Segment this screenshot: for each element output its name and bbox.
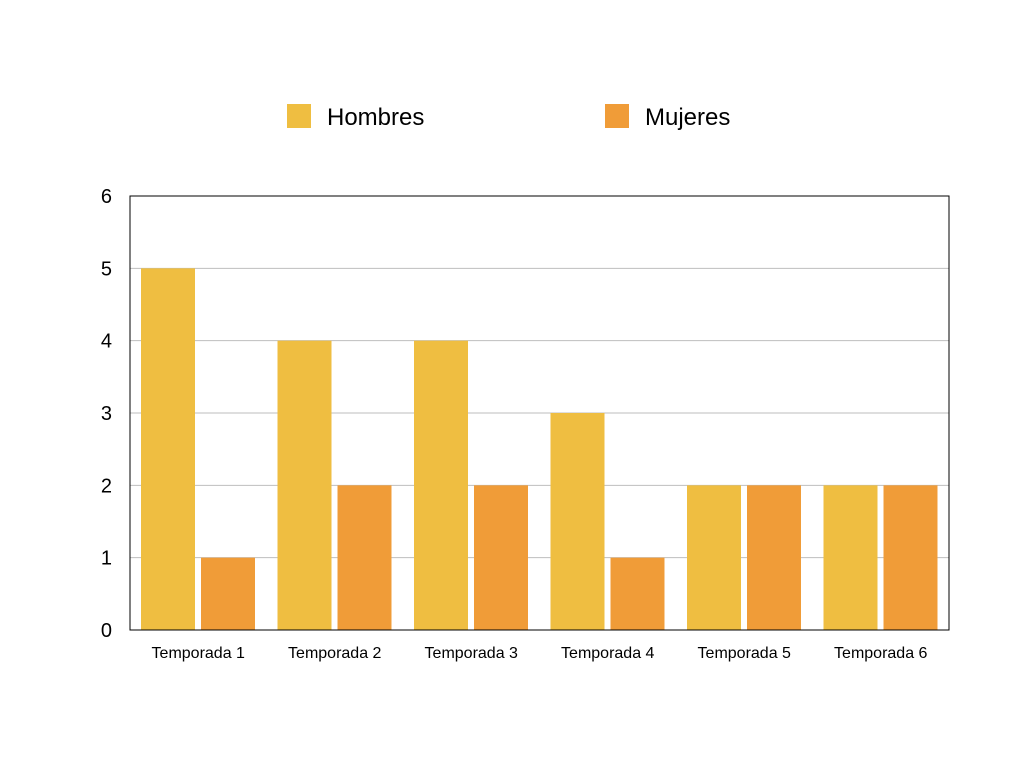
legend-label-mujeres: Mujeres (645, 104, 730, 131)
legend-label-hombres: Hombres (327, 104, 424, 131)
y-tick-label: 0 (101, 620, 112, 642)
y-tick-label: 6 (101, 186, 112, 208)
x-tick-label: Temporada 3 (425, 645, 518, 662)
bar-mujeres-3 (474, 485, 528, 630)
y-tick-label: 2 (101, 475, 112, 497)
gridlines (130, 267, 949, 559)
x-tick-label: Temporada 4 (561, 645, 654, 662)
bar-hombres-1 (141, 268, 195, 630)
y-tick-label: 3 (101, 403, 112, 425)
bar-hombres-5 (687, 485, 741, 630)
y-tick-label: 5 (101, 258, 112, 280)
x-axis-labels: Temporada 1 Temporada 2 Temporada 3 Tempora… (152, 645, 928, 662)
bars (141, 268, 938, 630)
bar-mujeres-4 (610, 557, 665, 630)
bar-mujeres-6 (883, 485, 938, 630)
x-tick-label: Temporada 2 (288, 645, 381, 662)
x-tick-label: Temporada 1 (152, 645, 245, 662)
y-tick-label: 4 (101, 331, 112, 353)
bar-mujeres-5 (747, 485, 801, 630)
bar-hombres-3 (414, 340, 468, 630)
bar-hombres-4 (550, 413, 605, 630)
bar-mujeres-2 (337, 485, 392, 630)
legend-swatch-hombres (287, 104, 311, 128)
bar-hombres-6 (823, 485, 878, 630)
bar-hombres-2 (277, 340, 332, 630)
y-axis-ticks: 0 1 2 3 4 5 6 (101, 186, 112, 642)
x-tick-label: Temporada 5 (698, 645, 791, 662)
y-tick-label: 1 (101, 548, 112, 570)
plot-frame (129, 195, 950, 631)
bar-mujeres-1 (201, 557, 255, 630)
legend: Hombres Mujeres (287, 104, 730, 131)
x-tick-label: Temporada 6 (834, 645, 927, 662)
legend-swatch-mujeres (605, 104, 629, 128)
